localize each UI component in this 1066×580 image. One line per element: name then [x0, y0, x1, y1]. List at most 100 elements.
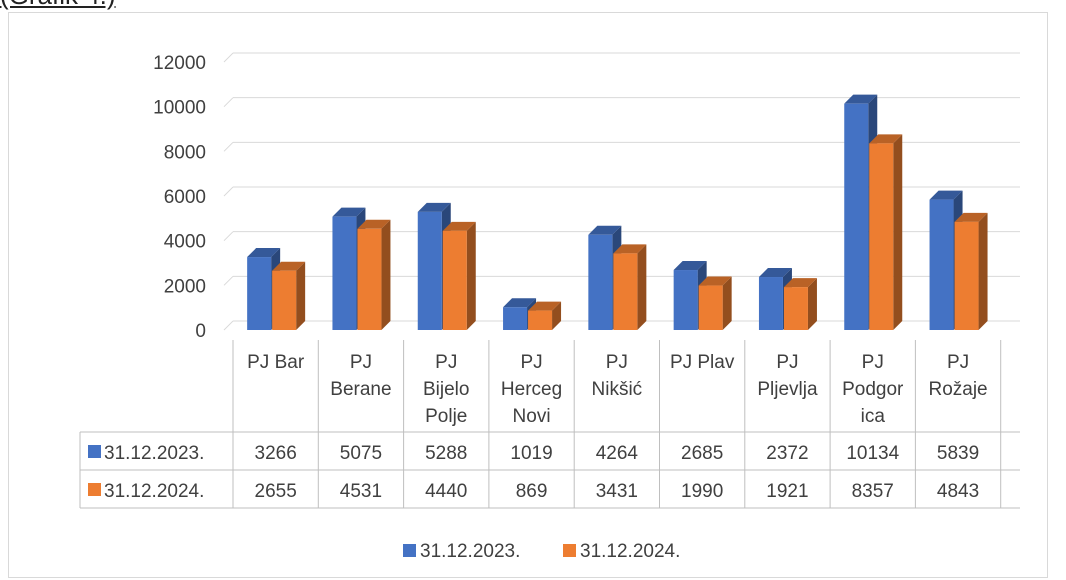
data-label: 1990 [681, 481, 723, 502]
data-label: 5075 [340, 443, 382, 464]
y-tick-label: 2000 [164, 276, 206, 297]
bar-top [698, 276, 732, 286]
bar-top [844, 94, 878, 104]
bar-top [442, 221, 476, 231]
bar-side [978, 212, 988, 330]
bar-side [381, 219, 391, 330]
gridline-depth [223, 97, 234, 108]
x-category-label: Novi [513, 406, 551, 427]
x-category-label: Herceg [501, 379, 562, 400]
bar-top [869, 134, 903, 144]
x-category-label: PJ [606, 352, 628, 373]
series-name: 31.12.2024. [104, 481, 204, 502]
series-name: 31.12.2023. [104, 443, 204, 464]
x-category-label: PJ [862, 352, 884, 373]
bar [442, 230, 467, 330]
x-category-label: Berane [330, 379, 391, 400]
data-label: 5839 [937, 443, 979, 464]
gridline-depth [223, 186, 234, 197]
bar-side [296, 261, 306, 330]
bar-top [528, 301, 562, 311]
data-label: 4843 [937, 481, 979, 502]
bar-top [758, 268, 792, 278]
bar-top [783, 278, 817, 288]
bar [758, 277, 783, 330]
chart-frame [8, 12, 1048, 578]
data-label: 4264 [596, 443, 639, 464]
data-label: 8357 [852, 481, 894, 502]
bar [954, 221, 979, 330]
bar [332, 216, 357, 330]
bar [503, 307, 528, 330]
bar [247, 257, 272, 330]
data-label: 1019 [510, 443, 552, 464]
data-label: 2685 [681, 443, 723, 464]
bar [698, 285, 723, 330]
data-label: 10134 [846, 443, 899, 464]
x-category-label: PJ [947, 352, 969, 373]
data-label: 4531 [340, 481, 382, 502]
bar-side [807, 278, 817, 330]
data-label: 1921 [766, 481, 808, 502]
y-tick-label: 4000 [164, 232, 206, 253]
gridline-depth [223, 141, 234, 152]
gridline-depth [223, 320, 234, 331]
x-category-label: Rožaje [928, 379, 987, 400]
bar [783, 287, 808, 330]
legend-label: 31.12.2024. [580, 541, 680, 562]
data-label: 3266 [255, 443, 297, 464]
bar-top [613, 244, 647, 254]
series-swatch [88, 445, 101, 458]
gridline-depth [223, 231, 234, 242]
bar [357, 228, 382, 330]
legend-swatch [563, 544, 576, 557]
x-category-label: PJ [350, 352, 372, 373]
bar [844, 103, 869, 330]
bar-side [466, 221, 476, 330]
data-label: 3431 [596, 481, 638, 502]
y-tick-label: 10000 [153, 98, 206, 119]
bar-top [272, 261, 306, 271]
bar-top [588, 225, 622, 235]
bar [869, 143, 894, 330]
bar-top [954, 212, 988, 222]
x-category-label: Polje [425, 406, 467, 427]
bar-top [247, 248, 281, 258]
x-category-label: PJ [776, 352, 798, 373]
bar-side [893, 134, 903, 330]
x-category-label: PJ [435, 352, 457, 373]
x-category-label: Podgor [842, 379, 904, 400]
bar-top [503, 298, 537, 308]
gridline-depth [223, 275, 234, 286]
bar-top [357, 219, 391, 229]
bar-top [332, 207, 366, 217]
data-label: 4440 [425, 481, 467, 502]
bar [417, 211, 442, 330]
bar [528, 310, 553, 330]
series-swatch [88, 483, 101, 496]
data-label: 2655 [255, 481, 297, 502]
x-category-label: PJ Bar [247, 352, 305, 373]
bar [929, 199, 954, 330]
y-tick-label: 6000 [164, 187, 206, 208]
data-label: 869 [516, 481, 548, 502]
bar [272, 270, 297, 330]
chart-caption: (Grafik 4.) [0, 0, 116, 11]
legend-swatch [403, 544, 416, 557]
x-category-label: ica [861, 406, 886, 427]
x-category-label: Nikšić [592, 379, 643, 400]
bar [673, 270, 698, 330]
y-tick-label: 12000 [153, 53, 206, 74]
x-category-label: Pljevlja [757, 379, 818, 400]
legend-label: 31.12.2023. [420, 541, 520, 562]
bar-top [673, 261, 707, 271]
gridline-depth [223, 52, 234, 63]
data-label: 5288 [425, 443, 467, 464]
y-tick-label: 8000 [164, 142, 206, 163]
bar [613, 253, 638, 330]
bar-top [417, 202, 451, 212]
x-category-label: PJ Plav [670, 352, 735, 373]
bar-side [722, 276, 732, 330]
x-category-label: PJ [520, 352, 542, 373]
